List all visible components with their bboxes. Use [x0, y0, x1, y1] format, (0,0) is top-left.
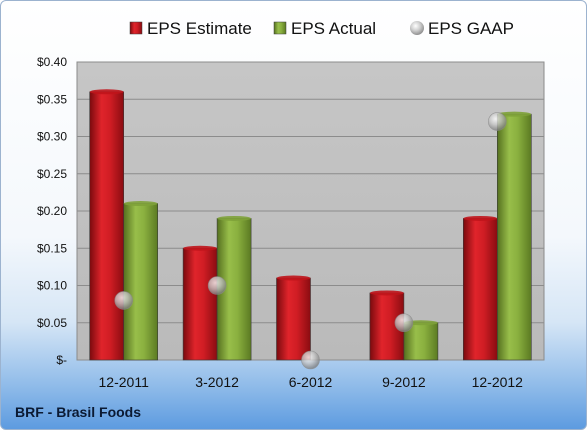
x-tick-label: 3-2012: [195, 374, 239, 390]
gaap-marker: [394, 313, 414, 333]
y-tick-label: $0.10: [37, 279, 67, 293]
x-tick-label: 9-2012: [382, 374, 426, 390]
y-axis: $- $0.05 $0.10 $0.15 $0.20 $0.25 $0.30 $0.35 $0.…: [37, 55, 67, 367]
x-axis: 12-2011 3-2012 6-2012 9-2012 12-2012: [99, 374, 524, 390]
bar-cap: [89, 89, 124, 95]
gaap-marker: [207, 276, 227, 295]
gaap-marker: [301, 350, 320, 370]
bar-eps-actual: [496, 113, 532, 361]
gaap-markers: [114, 112, 507, 370]
legend-label: EPS Actual: [291, 19, 376, 38]
legend-swatch: [273, 21, 287, 35]
y-tick-label: $0.25: [37, 167, 67, 181]
bar-cap: [123, 201, 158, 207]
y-tick-label: $-: [56, 353, 67, 367]
x-tick-label: 6-2012: [289, 374, 333, 390]
bar-eps-estimate: [276, 277, 311, 361]
gaap-marker: [114, 291, 133, 310]
bar-cap: [217, 215, 252, 221]
y-tick-label: $0.15: [37, 241, 67, 255]
bar-cap: [276, 275, 311, 281]
legend-label: EPS Estimate: [147, 19, 252, 38]
bar-cap: [497, 111, 532, 117]
legend: EPS Estimate EPS Actual EPS GAAP: [129, 19, 514, 38]
gaap-marker: [487, 112, 507, 131]
legend-swatch: [410, 21, 424, 35]
bar-eps-estimate: [462, 218, 498, 361]
y-tick-label: $0.35: [37, 92, 67, 106]
bar-eps-estimate: [89, 91, 124, 361]
legend-swatch: [129, 21, 143, 35]
bars: [89, 89, 532, 361]
company-title: BRF - Brasil Foods: [15, 404, 142, 420]
bar-eps-estimate: [182, 247, 218, 361]
bar-cap: [183, 245, 218, 251]
y-tick-label: $0.20: [37, 204, 67, 218]
y-tick-label: $0.30: [37, 130, 67, 144]
legend-label: EPS GAAP: [428, 19, 514, 38]
y-tick-label: $0.40: [37, 55, 67, 69]
bar-eps-actual: [123, 203, 158, 361]
x-tick-label: 12-2012: [472, 374, 524, 390]
x-tick-label: 12-2011: [99, 374, 150, 390]
bar-cap: [369, 290, 404, 296]
y-tick-label: $0.05: [37, 316, 67, 330]
bar-cap: [463, 215, 498, 221]
